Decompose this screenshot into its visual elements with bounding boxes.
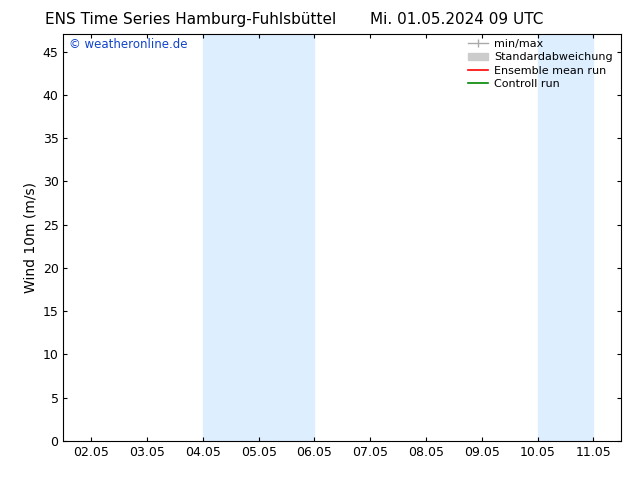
Text: © weatheronline.de: © weatheronline.de bbox=[69, 38, 188, 51]
Text: ENS Time Series Hamburg-Fuhlsbüttel: ENS Time Series Hamburg-Fuhlsbüttel bbox=[44, 12, 336, 27]
Bar bbox=[538, 34, 593, 441]
Legend: min/max, Standardabweichung, Ensemble mean run, Controll run: min/max, Standardabweichung, Ensemble me… bbox=[465, 36, 616, 93]
Text: Mi. 01.05.2024 09 UTC: Mi. 01.05.2024 09 UTC bbox=[370, 12, 543, 27]
Bar bbox=[203, 34, 314, 441]
Y-axis label: Wind 10m (m/s): Wind 10m (m/s) bbox=[23, 182, 37, 293]
